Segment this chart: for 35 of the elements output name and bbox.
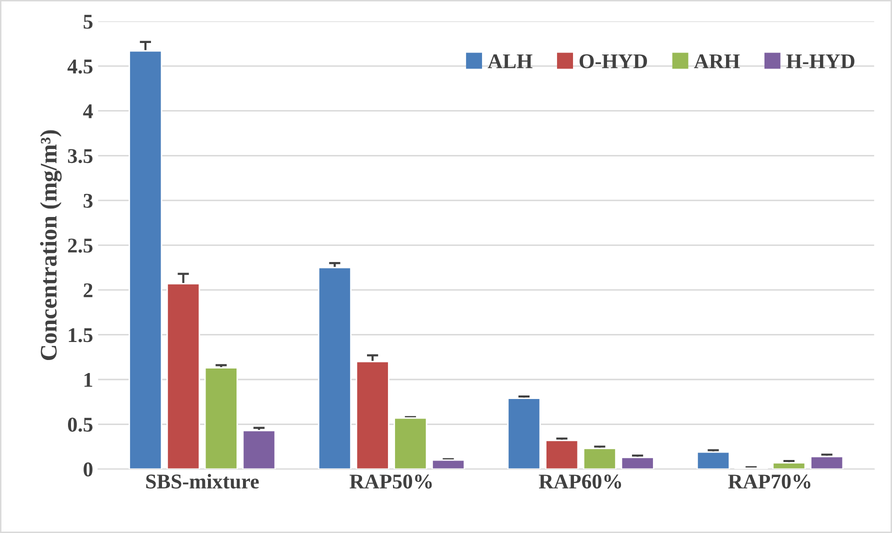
bar	[318, 266, 352, 470]
legend-label: ALH	[488, 54, 532, 68]
legend-label: H-HYD	[786, 54, 854, 68]
bar	[810, 456, 844, 470]
bar	[507, 398, 541, 470]
bar	[242, 430, 276, 470]
y-tick-label: 4	[83, 104, 93, 118]
bar	[128, 50, 162, 470]
bar	[204, 367, 238, 470]
y-tick-label: 1	[84, 372, 92, 387]
y-axis-title: Concentration (mg/m³)	[40, 130, 62, 360]
x-tick-label: SBS-mixture	[146, 474, 259, 489]
legend-label: O-HYD	[580, 54, 647, 68]
x-tick-label: RAP70%	[728, 474, 810, 489]
bar	[432, 459, 466, 470]
y-tick-label: 0	[84, 462, 92, 476]
bar	[772, 462, 806, 470]
x-tick-label: RAP60%	[538, 474, 622, 489]
y-tick-label: 3	[84, 194, 93, 208]
bar	[166, 282, 200, 470]
y-tick-label: 3.5	[68, 149, 92, 164]
bar	[582, 448, 616, 470]
x-tick-label: RAP50%	[350, 474, 432, 489]
y-tick-label: 5	[84, 14, 92, 29]
bar	[356, 360, 390, 470]
bar	[620, 456, 654, 470]
y-tick-label: 2	[84, 283, 92, 298]
bar	[545, 440, 579, 470]
bar	[696, 451, 730, 470]
y-tick-label: 1.5	[68, 328, 92, 342]
y-tick-label: 4.5	[68, 60, 92, 74]
legend-label: ARH	[694, 54, 740, 68]
y-tick-label: 0.5	[68, 418, 92, 432]
y-tick-label: 2.5	[68, 238, 92, 253]
bar	[394, 417, 428, 470]
